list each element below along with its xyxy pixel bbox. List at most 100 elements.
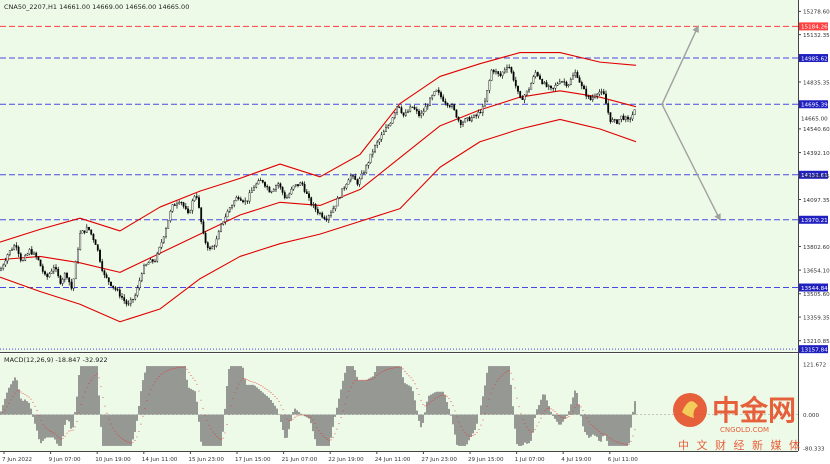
y-tick-label: 14392.10 bbox=[803, 151, 830, 157]
macd-signal-dot bbox=[104, 405, 106, 407]
macd-signal-dot bbox=[144, 407, 146, 409]
candle-body bbox=[233, 200, 236, 206]
macd-bar bbox=[538, 405, 540, 415]
macd-signal-dot bbox=[206, 420, 208, 422]
macd-signal-dot bbox=[308, 415, 310, 417]
macd-signal-dot bbox=[120, 437, 122, 439]
macd-tick-label: 0.000 bbox=[803, 413, 819, 419]
candle-body bbox=[314, 204, 317, 210]
macd-bar bbox=[110, 414, 112, 446]
macd-bar bbox=[320, 414, 322, 446]
macd-signal-dot bbox=[360, 379, 362, 381]
macd-signal-dot bbox=[176, 367, 178, 369]
macd-signal-dot bbox=[450, 401, 452, 403]
macd-bar bbox=[274, 405, 276, 415]
macd-bar bbox=[532, 414, 534, 433]
macd-signal-dot bbox=[168, 369, 170, 371]
macd-signal-dot bbox=[40, 420, 42, 422]
candle-body bbox=[589, 96, 592, 101]
macd-bar bbox=[502, 366, 504, 415]
macd-signal-dot bbox=[210, 428, 212, 430]
macd-signal-dot bbox=[92, 377, 94, 379]
macd-signal-dot bbox=[56, 435, 58, 437]
macd-signal-dot bbox=[198, 390, 200, 392]
macd-signal-dot bbox=[102, 396, 104, 398]
macd-signal-dot bbox=[502, 373, 504, 375]
macd-bar bbox=[566, 414, 568, 417]
macd-signal-dot bbox=[596, 429, 598, 430]
candle-body bbox=[451, 104, 453, 107]
macd-signal-dot bbox=[512, 378, 514, 380]
candle-body bbox=[327, 215, 330, 220]
x-tick-label: 27 Jun 23:00 bbox=[421, 457, 457, 463]
macd-signal-dot bbox=[6, 406, 8, 408]
macd-signal-dot bbox=[534, 429, 536, 431]
candle-body bbox=[228, 207, 231, 212]
macd-signal-dot bbox=[440, 395, 442, 397]
macd-signal-dot bbox=[230, 405, 232, 407]
macd-bar bbox=[278, 414, 280, 415]
macd-bar bbox=[546, 400, 548, 415]
x-tick-label: 10 Jun 19:00 bbox=[95, 457, 131, 463]
macd-bar bbox=[510, 384, 512, 415]
macd-bar bbox=[248, 384, 250, 415]
macd-signal-dot bbox=[446, 395, 448, 397]
macd-signal-dot bbox=[124, 439, 126, 441]
macd-bar bbox=[498, 366, 500, 415]
candle-body bbox=[6, 254, 9, 262]
macd-bar bbox=[282, 414, 284, 431]
macd-signal-dot bbox=[578, 404, 580, 406]
candle-body bbox=[475, 114, 478, 117]
macd-bar bbox=[430, 394, 432, 415]
candle-body bbox=[356, 179, 359, 185]
macd-bar bbox=[522, 414, 524, 446]
macd-signal-dot bbox=[522, 418, 524, 420]
candle-body bbox=[354, 175, 357, 180]
macd-signal-dot bbox=[18, 390, 20, 391]
candle-body bbox=[224, 216, 227, 223]
candle-body bbox=[512, 71, 515, 81]
candle-body bbox=[534, 72, 537, 77]
macd-signal-dot bbox=[490, 392, 492, 394]
macd-bar bbox=[434, 392, 436, 415]
macd-bar bbox=[6, 392, 8, 415]
candle-body bbox=[435, 89, 438, 92]
macd-signal-dot bbox=[560, 416, 562, 418]
candle-body bbox=[349, 175, 352, 181]
candle-body bbox=[184, 206, 187, 209]
macd-bar bbox=[190, 388, 192, 415]
candle-body bbox=[338, 197, 341, 199]
macd-signal-dot bbox=[8, 402, 10, 404]
macd-bar bbox=[292, 412, 294, 415]
candle-body bbox=[59, 275, 62, 284]
macd-signal-dot bbox=[194, 379, 196, 381]
macd-signal-dot bbox=[34, 405, 36, 407]
macd-tick-label: 121.672 bbox=[803, 362, 826, 368]
candle-body bbox=[305, 191, 308, 194]
macd-signal-dot bbox=[424, 405, 426, 407]
macd-signal-dot bbox=[126, 440, 128, 442]
macd-signal-dot bbox=[68, 430, 70, 432]
price-axis: 15184.26 14985.62 14695.39 14252.61 13970.21… bbox=[798, 10, 830, 353]
macd-signal-dot bbox=[294, 416, 296, 418]
macd-signal-dot bbox=[526, 426, 528, 428]
macd-bar bbox=[234, 366, 236, 415]
candle-body bbox=[547, 85, 550, 87]
macd-bar bbox=[568, 411, 570, 415]
candle-body bbox=[272, 188, 275, 192]
candle-body bbox=[613, 119, 616, 121]
candle-body bbox=[591, 97, 594, 101]
y-tick-label: 15278.60 bbox=[803, 10, 830, 16]
macd-signal-dot bbox=[348, 391, 350, 393]
candle-body bbox=[286, 197, 288, 199]
macd-bar bbox=[512, 406, 514, 415]
candle-body bbox=[96, 244, 99, 251]
macd-bar bbox=[604, 414, 606, 436]
candle-body bbox=[288, 193, 291, 198]
macd-bar bbox=[200, 414, 202, 442]
macd-bar bbox=[178, 366, 180, 415]
candle-body bbox=[22, 260, 24, 262]
candle-body bbox=[11, 249, 13, 251]
macd-bar bbox=[202, 414, 204, 446]
candle-body bbox=[492, 69, 495, 73]
